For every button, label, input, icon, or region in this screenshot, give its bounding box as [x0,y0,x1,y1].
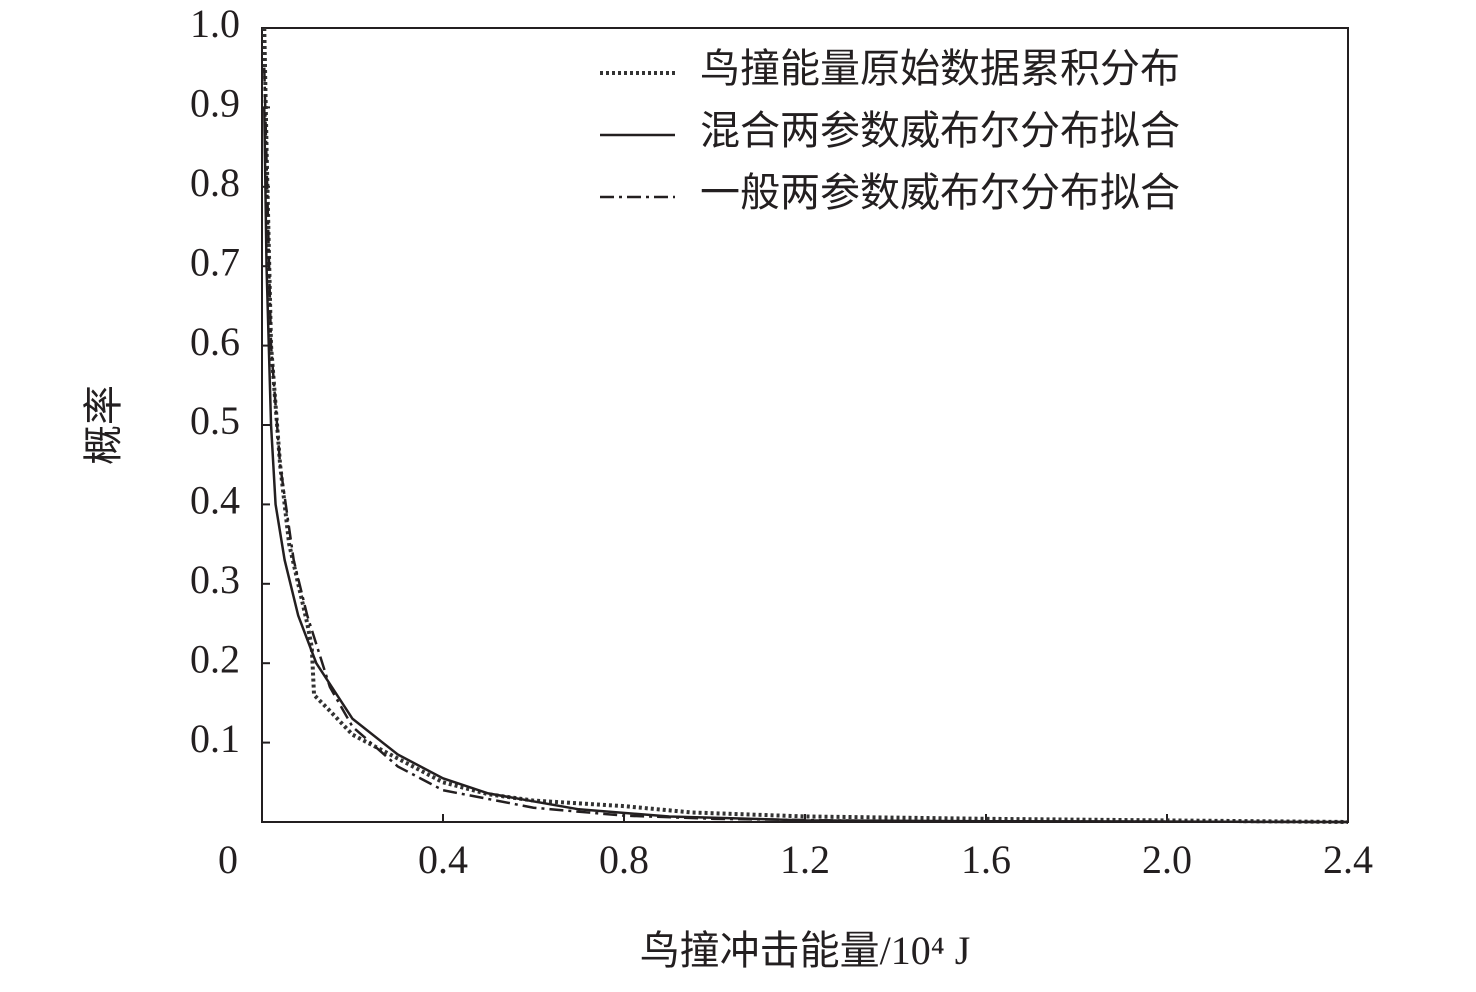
y-tick-label: 0.3 [190,557,240,602]
series-line [263,107,1349,824]
x-tick-label: 0.4 [418,837,468,882]
legend-label: 一般两参数威布尔分布拟合 [700,170,1180,215]
x-tick-label: 2.4 [1323,837,1373,882]
y-tick-label: 0.4 [190,478,240,523]
y-tick-label: 0.1 [190,716,240,761]
x-tick-label: 1.6 [961,837,1011,882]
y-tick-label: 0.9 [190,81,240,126]
x-tick-label: 0.8 [599,837,649,882]
y-tick-label: 0.5 [190,398,240,443]
y-tick-label: 0.6 [190,319,240,364]
y-tick-label: 0.7 [190,239,240,284]
x-tick-label: 2.0 [1142,837,1192,882]
y-axis-label: 概率 [81,385,126,465]
x-axis-label: 鸟撞冲击能量/10⁴ J [640,928,971,973]
y-tick-label: 0.8 [190,160,240,205]
x-tick-label: 1.2 [780,837,830,882]
legend-label: 混合两参数威布尔分布拟合 [700,108,1180,153]
y-tick-label: 1.0 [190,1,240,46]
y-tick-label: 0.2 [190,636,240,681]
series-line [263,67,1349,824]
legend-label: 鸟撞能量原始数据累积分布 [700,46,1180,91]
x-tick-label: 0 [218,837,238,882]
